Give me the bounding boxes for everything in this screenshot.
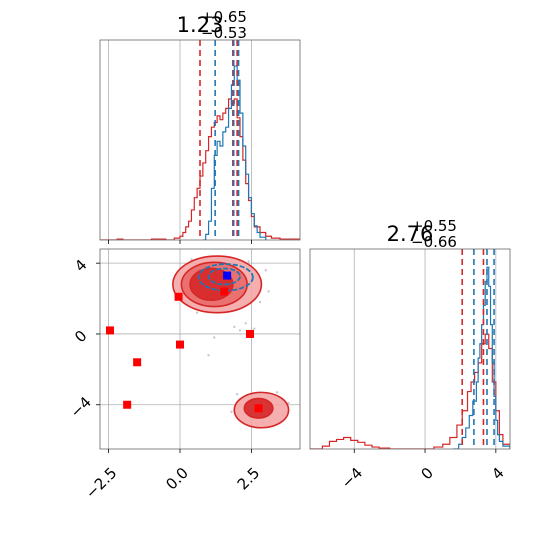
joint-x-tick-labels: −2.5 0.0 2.5 (82, 464, 263, 502)
param2-x-tick-label: 4 (488, 464, 507, 483)
joint-x-tick-label: −2.5 (82, 464, 120, 502)
joint-red-marker (106, 326, 114, 335)
joint-markers (106, 271, 263, 413)
param2-title-minus: −0.66 (411, 233, 457, 251)
joint-red-marker (254, 404, 263, 413)
joint-blue-marker (223, 271, 232, 280)
param1-title-median: 1.23 (177, 13, 224, 37)
joint-scatter-point (267, 290, 270, 293)
param2-panel-frame (309, 248, 511, 450)
joint-y-tick-label: 4 (71, 256, 90, 275)
joint-y-tick-label: −4 (67, 393, 95, 421)
param1-title: 1.23 (177, 13, 224, 37)
joint-scatter-point (230, 410, 233, 414)
param2-histograms (310, 266, 510, 449)
param1-tick-marks (108, 240, 252, 244)
param1-quantile-lines (199, 40, 240, 240)
joint-red-marker (246, 329, 254, 338)
param2-red-histogram (310, 333, 510, 449)
joint-tick-marks (96, 262, 252, 453)
param2-title-plus: +0.55 (411, 217, 457, 235)
joint-red-marker (220, 287, 229, 296)
param2-title-median: 2.76 (387, 222, 434, 246)
joint-red-marker (176, 340, 184, 349)
param1-title-minus: −0.53 (201, 24, 247, 42)
joint-scatter-point (275, 391, 279, 394)
param2-x-tick-label: −4 (338, 464, 366, 492)
param1-marginal-panel: 1.23 +0.65 −0.53 (99, 8, 301, 244)
joint-scatter-point (238, 329, 242, 332)
joint-scatter-point (264, 269, 267, 272)
joint-scatter-point (213, 336, 216, 339)
param1-panel-frame (99, 39, 301, 241)
joint-red-marker (174, 292, 183, 301)
joint-panel-frame (99, 248, 301, 450)
joint-scatter-point (247, 260, 250, 263)
joint-scatter-point (195, 311, 199, 314)
joint-y-tick-labels: 4 0 −4 (67, 256, 95, 422)
joint-panel: −2.5 0.0 2.5 4 0 −4 (67, 248, 301, 502)
joint-scatter-point (244, 322, 247, 325)
param2-quantile-lines (461, 249, 495, 449)
param1-title-plus: +0.65 (201, 8, 247, 26)
joint-scatter-point (287, 401, 290, 405)
param2-x-tick-labels: −4 0 4 (338, 464, 508, 492)
param2-title: 2.76 (387, 222, 434, 246)
joint-scatter-point (207, 353, 210, 357)
joint-red-marker (133, 358, 142, 367)
joint-red-marker (123, 400, 132, 409)
joint-scatter-point (258, 300, 262, 304)
param2-blue-histogram (453, 266, 510, 449)
joint-x-tick-label: 2.5 (234, 464, 264, 494)
joint-y-tick-label: 0 (71, 327, 90, 346)
joint-scatter-point (233, 325, 236, 329)
param2-tick-marks (353, 449, 497, 453)
joint-scatter-point (235, 392, 239, 396)
param2-panel-background (310, 249, 510, 449)
joint-x-tick-label: 0.0 (162, 464, 192, 494)
param2-x-tick-label: 0 (417, 464, 436, 483)
joint-blue-contour (207, 267, 241, 286)
joint-scatter-point (253, 327, 256, 330)
param2-marginal-panel: −4 0 4 2.76 +0.55 −0.66 (309, 217, 511, 492)
